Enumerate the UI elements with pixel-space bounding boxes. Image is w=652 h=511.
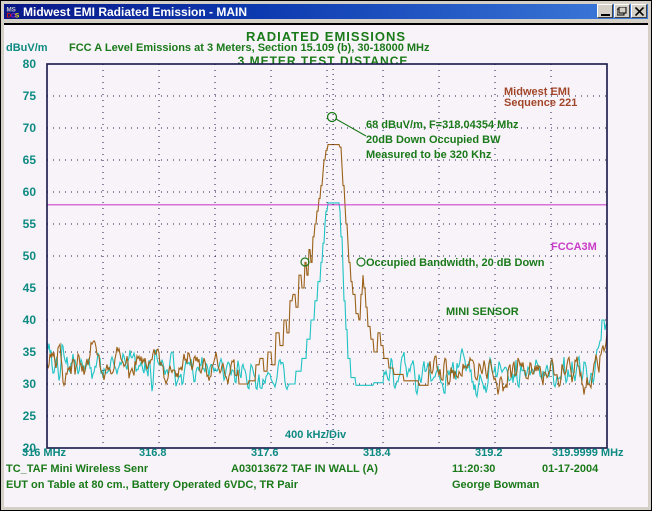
svg-text:S: S <box>15 12 20 18</box>
